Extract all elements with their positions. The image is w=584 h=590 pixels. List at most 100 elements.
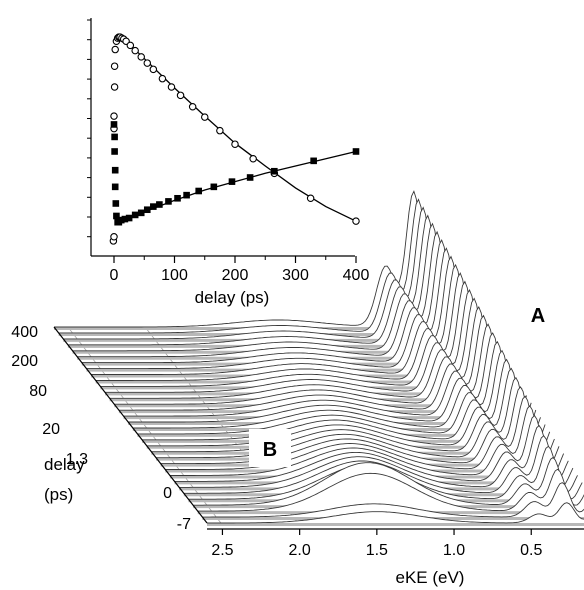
- ekex-tick-label: 0.5: [520, 542, 542, 559]
- square-data-point: [143, 206, 151, 214]
- spectrum-trace: [202, 482, 584, 518]
- delay-axis-title-line1: delay: [44, 455, 85, 474]
- square-data-point: [156, 201, 163, 208]
- square-data-point: [210, 183, 218, 191]
- inset-x-axis-title: delay (ps): [195, 288, 270, 307]
- spectrum-trace: [67, 214, 458, 346]
- floor-grid-line: [69, 328, 223, 526]
- square-data-point: [352, 148, 360, 155]
- square-data-point: [137, 209, 145, 217]
- delay-axis-line: [53, 326, 208, 524]
- inset-x-ticks: 0 100 200 300 400: [110, 256, 369, 284]
- spectrum-trace: [58, 198, 449, 334]
- square-data-point: [111, 166, 119, 174]
- spectrum-trace: [207, 502, 584, 524]
- circle-data-point: [176, 91, 185, 100]
- square-data-point: [165, 198, 172, 205]
- square-data-point: [125, 214, 133, 222]
- ekex-tick-label: 1.0: [443, 542, 465, 559]
- spectrum-trace: [77, 230, 467, 358]
- spectrum-trace: [132, 332, 523, 429]
- delay-tick-label: 0: [163, 485, 172, 502]
- square-data-point: [228, 178, 236, 185]
- square-data-point: [110, 121, 118, 128]
- circle-data-point: [167, 83, 176, 91]
- square-data-point: [113, 212, 120, 220]
- inset-y-ticks: [87, 19, 91, 238]
- circle-data-point: [110, 83, 119, 91]
- square-data-point: [121, 215, 129, 223]
- circle-data-point: [149, 65, 158, 74]
- spectrum-trace: [174, 414, 565, 482]
- circle-data-point: [131, 46, 139, 55]
- delay-tick-label: 1.3: [66, 451, 88, 468]
- spectrum-trace: [193, 456, 583, 506]
- waterfall-traces: [54, 190, 584, 526]
- label-b: B: [263, 439, 277, 461]
- spectrum-trace: [91, 255, 481, 375]
- square-data-point: [271, 167, 278, 175]
- spectrum-trace: [86, 247, 476, 370]
- ekex-tick-label: 2.5: [211, 542, 233, 559]
- circle-data-point: [111, 45, 119, 54]
- spectrum-trace: [169, 405, 560, 476]
- ekex-tick-label: 2.0: [289, 542, 311, 559]
- circle-data-point: [110, 112, 118, 120]
- square-data-point: [111, 148, 118, 155]
- circle-data-point: [143, 59, 152, 67]
- inset-kinetics-plot: 0 100 200 300 400 delay (ps): [87, 14, 369, 307]
- waterfall-plot: 2.5 2.0 1.5 1.0 0.5 400 200 80 20 1.3 0 -7 delay (p…: [11, 190, 584, 587]
- inset-x-tick-label: 300: [282, 267, 309, 284]
- circle-data-point: [110, 62, 119, 70]
- square-data-point: [246, 174, 254, 181]
- circle-data-point: [137, 53, 145, 61]
- spectrum-trace: [165, 395, 555, 470]
- circle-data-point: [352, 217, 360, 225]
- circle-data-point: [110, 233, 118, 241]
- circle-data-point: [158, 74, 167, 83]
- spectrum-trace: [63, 206, 453, 340]
- ekex-tick-label: 1.5: [366, 542, 388, 559]
- ekex-axis-title: eKE (eV): [396, 568, 465, 587]
- spectrum-trace: [128, 323, 518, 423]
- spectrum-trace: [183, 435, 574, 494]
- square-data-point: [183, 191, 190, 199]
- delay-axis-title-line2: (ps): [44, 485, 73, 504]
- inset-x-tick-label: 100: [161, 267, 188, 284]
- spectrum-trace: [123, 314, 514, 417]
- square-data-point: [150, 203, 157, 210]
- delay-tick-label: 200: [11, 353, 38, 370]
- spectrum-trace: [105, 280, 495, 393]
- spectrum-trace-fill: [197, 469, 584, 514]
- spectrum-trace: [179, 424, 569, 488]
- circle-data-point: [216, 126, 224, 135]
- delay-tick-label: 20: [42, 421, 60, 438]
- label-a: A: [531, 305, 545, 327]
- spectrum-trace: [100, 272, 490, 387]
- spectrum-trace: [114, 297, 504, 405]
- inset-data-points: [109, 33, 360, 245]
- delay-tick-label: -7: [177, 516, 191, 533]
- label-b-box: [249, 429, 291, 467]
- label-a-box: [524, 298, 552, 328]
- circle-data-point: [126, 41, 135, 50]
- spectrum-trace: [160, 386, 551, 465]
- delay-tick-label: 80: [29, 383, 47, 400]
- spectrum-trace: [197, 468, 584, 512]
- square-data-point: [117, 216, 125, 224]
- square-data-point: [310, 157, 317, 165]
- circle-data-point: [231, 140, 239, 148]
- square-data-point: [111, 133, 118, 141]
- square-data-point: [111, 183, 119, 191]
- square-data-point: [112, 200, 120, 207]
- waterfall-axes: 2.5 2.0 1.5 1.0 0.5 400 200 80 20 1.3 0 -7: [11, 324, 584, 559]
- spectrum-trace: [95, 263, 486, 381]
- delay-tick-label: 400: [11, 324, 38, 341]
- spectrum-trace: [109, 288, 500, 399]
- inset-x-tick-label: 0: [110, 267, 119, 284]
- spectrum-trace: [146, 358, 537, 447]
- circle-data-point: [201, 113, 209, 121]
- spectrum-trace-fill: [207, 502, 584, 525]
- spectrum-trace: [118, 306, 509, 411]
